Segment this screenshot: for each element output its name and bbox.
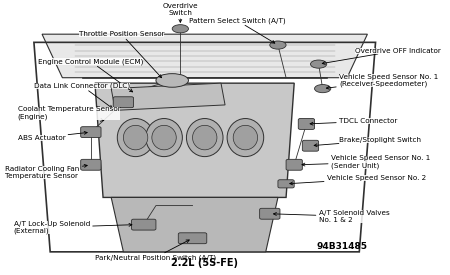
Text: Vehicle Speed Sensor No. 2: Vehicle Speed Sensor No. 2 (290, 175, 426, 185)
Text: 94B31485: 94B31485 (316, 242, 367, 251)
FancyBboxPatch shape (131, 219, 156, 230)
Text: Brake/Stoplight Switch: Brake/Stoplight Switch (314, 137, 421, 147)
FancyBboxPatch shape (81, 159, 101, 170)
Ellipse shape (227, 119, 264, 157)
Text: A/T Solenoid Valves
No. 1 & 2: A/T Solenoid Valves No. 1 & 2 (274, 210, 389, 223)
Ellipse shape (152, 125, 176, 150)
Text: ABS Actuator: ABS Actuator (18, 131, 87, 141)
Polygon shape (95, 83, 294, 197)
FancyBboxPatch shape (113, 97, 134, 108)
Text: Radiator Cooling Fan
Temperature Sensor: Radiator Cooling Fan Temperature Sensor (5, 164, 87, 180)
Text: Vehicle Speed Sensor No. 1
(Receiver-Speedometer): Vehicle Speed Sensor No. 1 (Receiver-Spe… (326, 74, 438, 89)
Text: Vehicle Speed Sensor No. 1
(Sender Unit): Vehicle Speed Sensor No. 1 (Sender Unit) (302, 155, 430, 169)
FancyBboxPatch shape (278, 180, 294, 188)
Text: Data Link Connector (DLC): Data Link Connector (DLC) (34, 82, 130, 108)
FancyBboxPatch shape (260, 208, 280, 219)
Text: Overdrive OFF Indicator: Overdrive OFF Indicator (322, 48, 441, 64)
FancyBboxPatch shape (178, 233, 207, 244)
Ellipse shape (156, 74, 189, 87)
FancyBboxPatch shape (286, 159, 302, 170)
Ellipse shape (310, 60, 327, 68)
FancyBboxPatch shape (81, 127, 101, 138)
Ellipse shape (146, 119, 182, 157)
FancyBboxPatch shape (298, 119, 315, 130)
Ellipse shape (117, 119, 154, 157)
Text: Park/Neutral Position Switch (A/T): Park/Neutral Position Switch (A/T) (95, 240, 216, 260)
Ellipse shape (233, 125, 257, 150)
Text: Pattern Select Switch (A/T): Pattern Select Switch (A/T) (189, 17, 286, 43)
Polygon shape (42, 34, 367, 78)
Text: A/T Lock-Up Solenoid
(External): A/T Lock-Up Solenoid (External) (14, 221, 132, 234)
Text: Overdrive
Switch: Overdrive Switch (162, 3, 198, 22)
FancyBboxPatch shape (302, 140, 319, 151)
Text: Throttle Position Sensor: Throttle Position Sensor (79, 31, 164, 78)
Text: Coolant Temperature Sensor
(Engine): Coolant Temperature Sensor (Engine) (18, 106, 121, 121)
Text: 2.2L (5S-FE): 2.2L (5S-FE) (171, 258, 238, 268)
Ellipse shape (123, 125, 148, 150)
Polygon shape (111, 83, 225, 110)
Ellipse shape (193, 125, 217, 150)
Ellipse shape (172, 25, 189, 33)
Ellipse shape (315, 84, 331, 93)
Text: TDCL Connector: TDCL Connector (310, 118, 397, 125)
Polygon shape (111, 197, 278, 252)
Text: Engine Control Module (ECM): Engine Control Module (ECM) (38, 58, 144, 92)
Ellipse shape (186, 119, 223, 157)
Ellipse shape (270, 41, 286, 49)
